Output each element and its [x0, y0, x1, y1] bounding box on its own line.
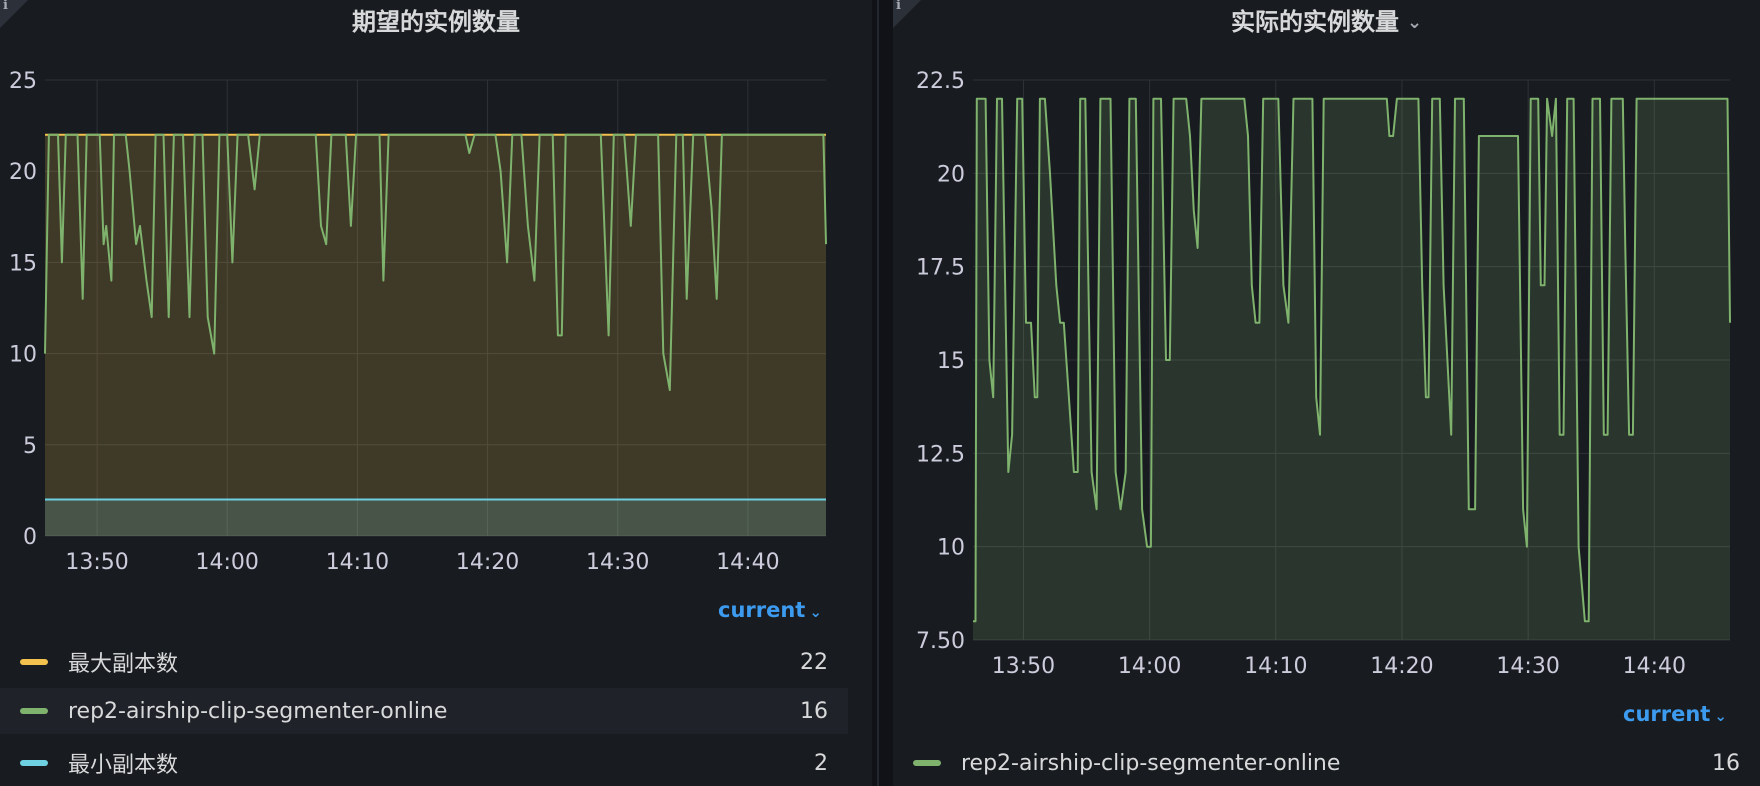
chevron-down-icon: ⌄: [809, 603, 822, 621]
legend-swatch: [20, 760, 48, 766]
x-tick-label: 14:10: [1244, 654, 1307, 679]
x-tick-label: 14:30: [1496, 654, 1559, 679]
legend-swatch: [20, 659, 48, 665]
legend-header-label: current: [718, 598, 806, 622]
legend-item-segmenter[interactable]: rep2-airship-clip-segmenter-online 16: [0, 688, 848, 734]
x-tick-label: 14:00: [196, 550, 259, 575]
y-tick-label: 22.5: [916, 69, 965, 94]
legend-swatch: [913, 760, 941, 766]
panel-info-corner[interactable]: [0, 0, 28, 28]
y-tick-label: 15: [9, 251, 37, 276]
x-tick-label: 14:30: [586, 550, 649, 575]
info-icon: i: [896, 0, 901, 13]
legend-item-value: 16: [800, 698, 828, 724]
x-tick-label: 14:10: [326, 550, 389, 575]
actual-instances-chart: 7.50 10 12.5 15 17.5 20 22.5 13:50 14:00 14:10 14:…: [916, 69, 1731, 679]
legend-swatch: [20, 708, 48, 714]
legend-item-label: rep2-airship-clip-segmenter-online: [68, 698, 448, 724]
y-tick-label: 15: [937, 349, 965, 374]
panel-title[interactable]: 实际的实例数量 ⌄: [893, 2, 1760, 37]
y-tick-label: 10: [9, 343, 37, 368]
legend-item-value: 2: [814, 750, 828, 776]
series-line: [973, 97, 1731, 623]
series-area: [45, 499, 826, 536]
y-tick-label: 0: [23, 525, 37, 550]
x-tick-label: 13:50: [992, 654, 1055, 679]
chevron-down-icon: ⌄: [1406, 12, 1423, 33]
y-tick-label: 17.5: [916, 256, 965, 281]
legend-sort-current[interactable]: current ⌄: [718, 598, 822, 622]
desired-instances-panel: i 期望的实例数量 0 5 10 15 20 25 13:50 14:00 14:10 14:20…: [0, 0, 872, 786]
x-tick-label: 14:40: [716, 550, 779, 575]
panel-divider: [877, 0, 879, 786]
desired-instances-chart: 0 5 10 15 20 25 13:50 14:00 14:10 14:20 14:30 14:40: [9, 69, 827, 575]
y-tick-label: 20: [9, 160, 37, 185]
panel-info-corner[interactable]: [893, 0, 921, 28]
y-tick-label: 7.50: [916, 629, 965, 654]
y-tick-label: 25: [9, 69, 37, 94]
y-tick-label: 5: [23, 434, 37, 459]
legend-header-label: current: [1623, 702, 1711, 726]
legend-item-max-replicas[interactable]: 最大副本数 22: [0, 639, 848, 685]
panel-title[interactable]: 期望的实例数量: [0, 2, 872, 37]
x-tick-label: 14:20: [1370, 654, 1433, 679]
series-area: [973, 98, 1730, 640]
y-tick-label: 12.5: [916, 442, 965, 467]
legend-item-min-replicas[interactable]: 最小副本数 2: [0, 740, 848, 786]
series-line: [44, 133, 827, 392]
legend-item-label: 最小副本数: [68, 753, 179, 778]
x-tick-label: 14:20: [456, 550, 519, 575]
x-tick-label: 14:40: [1623, 654, 1686, 679]
legend-item-label: rep2-airship-clip-segmenter-online: [961, 750, 1341, 776]
info-icon: i: [3, 0, 8, 13]
legend-item-segmenter[interactable]: rep2-airship-clip-segmenter-online 16: [893, 740, 1760, 786]
chevron-down-icon: ⌄: [1714, 707, 1727, 725]
panel-title-text: 实际的实例数量: [1230, 8, 1399, 36]
panel-title-text: 期望的实例数量: [352, 8, 520, 36]
legend-item-label: 最大副本数: [68, 652, 179, 677]
panel-gap: [872, 0, 893, 786]
actual-instances-panel: i 实际的实例数量 ⌄ 7.50 10 12.5 15 17.5 20 22.5 13:50 14…: [893, 0, 1760, 786]
y-tick-label: 20: [937, 162, 965, 187]
y-tick-label: 10: [937, 536, 965, 561]
legend-item-value: 22: [800, 649, 828, 675]
x-tick-label: 14:00: [1118, 654, 1181, 679]
legend-sort-current[interactable]: current ⌄: [1623, 702, 1727, 726]
legend-item-value: 16: [1712, 750, 1740, 776]
series-area: [45, 134, 826, 536]
x-tick-label: 13:50: [65, 550, 128, 575]
